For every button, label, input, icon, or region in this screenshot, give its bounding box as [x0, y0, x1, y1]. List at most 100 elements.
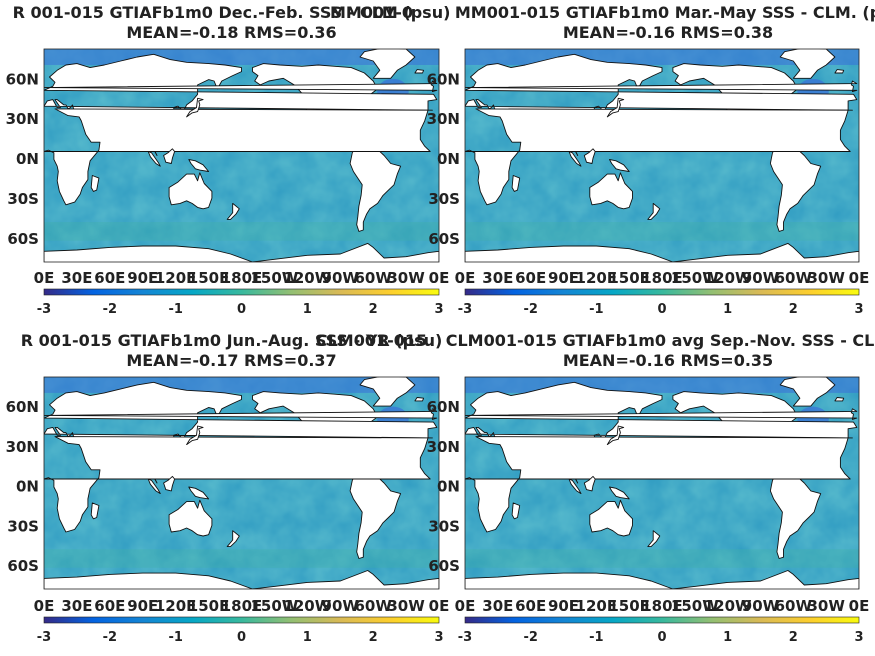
- lat-tick-label: 30N: [6, 110, 39, 128]
- lat-tick-label: 0N: [437, 150, 460, 168]
- land-greenland: [359, 377, 416, 407]
- lon-tick-label: 60W: [354, 597, 392, 615]
- lat-tick-label: 60N: [427, 70, 460, 88]
- land-south-america: [769, 141, 822, 232]
- lon-tick-label: 90W: [742, 597, 780, 615]
- land-borneo: [163, 148, 176, 164]
- land-antarctica: [465, 242, 859, 262]
- lat-tick-label: 30S: [7, 517, 39, 535]
- lon-tick-label: 180E: [221, 597, 263, 615]
- lon-tick-label: 30E: [482, 597, 513, 615]
- lon-tick-label: 150W: [250, 597, 298, 615]
- lat-tick-label: 30N: [427, 438, 460, 456]
- land-madagascar: [90, 502, 100, 520]
- colorbar: -3 -2 -1 0 1 2 3: [458, 288, 864, 317]
- colorbar-tick-label: 3: [854, 302, 863, 317]
- land-antarctica: [465, 570, 859, 589]
- lat-tick-label: 30S: [7, 190, 39, 208]
- land-africa: [465, 108, 851, 206]
- land-new-guinea: [188, 159, 210, 172]
- plot-frame: [464, 376, 860, 590]
- lon-tick-label: 90E: [548, 597, 579, 615]
- lon-tick-label: 0E: [429, 597, 450, 615]
- land-sumatra: [568, 151, 582, 167]
- panel-subtitle: MEAN=-0.18 RMS=0.36: [126, 23, 336, 42]
- lat-tick-label: 0N: [437, 478, 460, 496]
- lon-tick-label: 120W: [704, 597, 752, 615]
- colorbar-tick-label: -1: [589, 630, 603, 645]
- lon-tick-label: 0E: [849, 269, 870, 287]
- land-sumatra: [568, 478, 582, 495]
- lon-tick-label: 30E: [482, 269, 513, 287]
- lon-tick-label: 30W: [807, 597, 845, 615]
- land-africa: [44, 436, 431, 533]
- land-antarctica: [44, 570, 439, 589]
- land-australia: [168, 499, 213, 537]
- lon-tick-label: 60E: [515, 597, 546, 615]
- colorbar-tick-label: 2: [789, 302, 798, 317]
- colorbar-tick-label: 0: [237, 630, 246, 645]
- panel-title: CLM001-015 GTIAFb1m0 avg Sep.-Nov. SSS -…: [446, 331, 875, 350]
- land-south-america: [769, 469, 822, 559]
- colorbar-tick-label: -3: [37, 302, 51, 317]
- lon-tick-label: 120W: [283, 269, 331, 287]
- lon-tick-label: 120W: [283, 597, 331, 615]
- lon-tick-label: 90W: [322, 269, 360, 287]
- lat-tick-label: 0N: [16, 478, 39, 496]
- southern-ocean-band: [465, 549, 859, 568]
- colorbar: -3 -2 -1 0 1 2 3: [37, 288, 444, 317]
- lon-tick-label: 150W: [671, 597, 719, 615]
- panel-title: MM001-015 GTIAFb1m0 Mar.-May SSS - CLM. …: [455, 3, 875, 22]
- colorbar-gradient: [43, 616, 440, 624]
- colorbar-tick-label: -3: [37, 630, 51, 645]
- lat-tick-label: 60S: [7, 557, 39, 575]
- lat-tick-label: 60S: [7, 230, 39, 248]
- southern-ocean-band: [44, 549, 439, 568]
- land-south-america: [349, 469, 402, 559]
- land-japan: [606, 425, 625, 446]
- land-new-zealand: [647, 530, 661, 548]
- lon-tick-label: 90E: [127, 597, 158, 615]
- lon-tick-label: 150W: [250, 269, 298, 287]
- land-sumatra: [147, 478, 161, 495]
- land-madagascar: [511, 502, 521, 520]
- panel-title-overlap: MM001-0: [330, 3, 413, 22]
- land-greenland: [779, 49, 836, 79]
- colorbar-gradient: [464, 288, 860, 296]
- land-africa: [44, 108, 431, 206]
- lon-tick-label: 30W: [807, 269, 845, 287]
- colorbar-tick-label: -2: [103, 630, 117, 645]
- lon-tick-label: 0E: [455, 597, 476, 615]
- land-madagascar: [90, 175, 100, 192]
- land-australia: [168, 172, 213, 210]
- lon-tick-label: 120E: [155, 269, 197, 287]
- land-japan: [606, 97, 625, 118]
- lon-tick-label: 120E: [576, 597, 618, 615]
- panel-subtitle: MEAN=-0.16 RMS=0.38: [563, 23, 773, 42]
- lat-tick-label: 30S: [428, 190, 460, 208]
- panel-title: R 001-015 GTIAFb1m0 Jun.-Aug. SSS - YR (…: [21, 331, 443, 350]
- lon-tick-label: 60E: [94, 597, 125, 615]
- lon-tick-label: 0E: [34, 597, 55, 615]
- lat-tick-label: 30S: [428, 517, 460, 535]
- land-borneo: [583, 475, 596, 492]
- lon-tick-label: 90W: [322, 597, 360, 615]
- lat-tick-label: 30N: [427, 110, 460, 128]
- southern-ocean-band: [44, 222, 439, 241]
- lon-tick-label: 90W: [742, 269, 780, 287]
- lon-tick-label: 150W: [671, 269, 719, 287]
- land-new-guinea: [609, 159, 630, 172]
- map-panel-2: MM001-015 GTIAFb1m0 Mar.-May SSS - CLM. …: [427, 3, 875, 317]
- land-japan: [186, 97, 204, 118]
- lon-tick-label: 90E: [548, 269, 579, 287]
- colorbar-tick-label: -1: [168, 630, 182, 645]
- land-australia: [589, 499, 633, 537]
- colorbar-tick-label: 3: [434, 302, 443, 317]
- colorbar-gradient: [464, 616, 860, 624]
- colorbar-tick-label: -2: [523, 630, 537, 645]
- map-panel-3: R 001-015 GTIAFb1m0 Jun.-Aug. SSS - YR (…: [6, 331, 450, 645]
- lat-tick-label: 60N: [6, 398, 39, 416]
- colorbar-tick-label: 1: [303, 302, 312, 317]
- lon-tick-label: 30E: [61, 269, 92, 287]
